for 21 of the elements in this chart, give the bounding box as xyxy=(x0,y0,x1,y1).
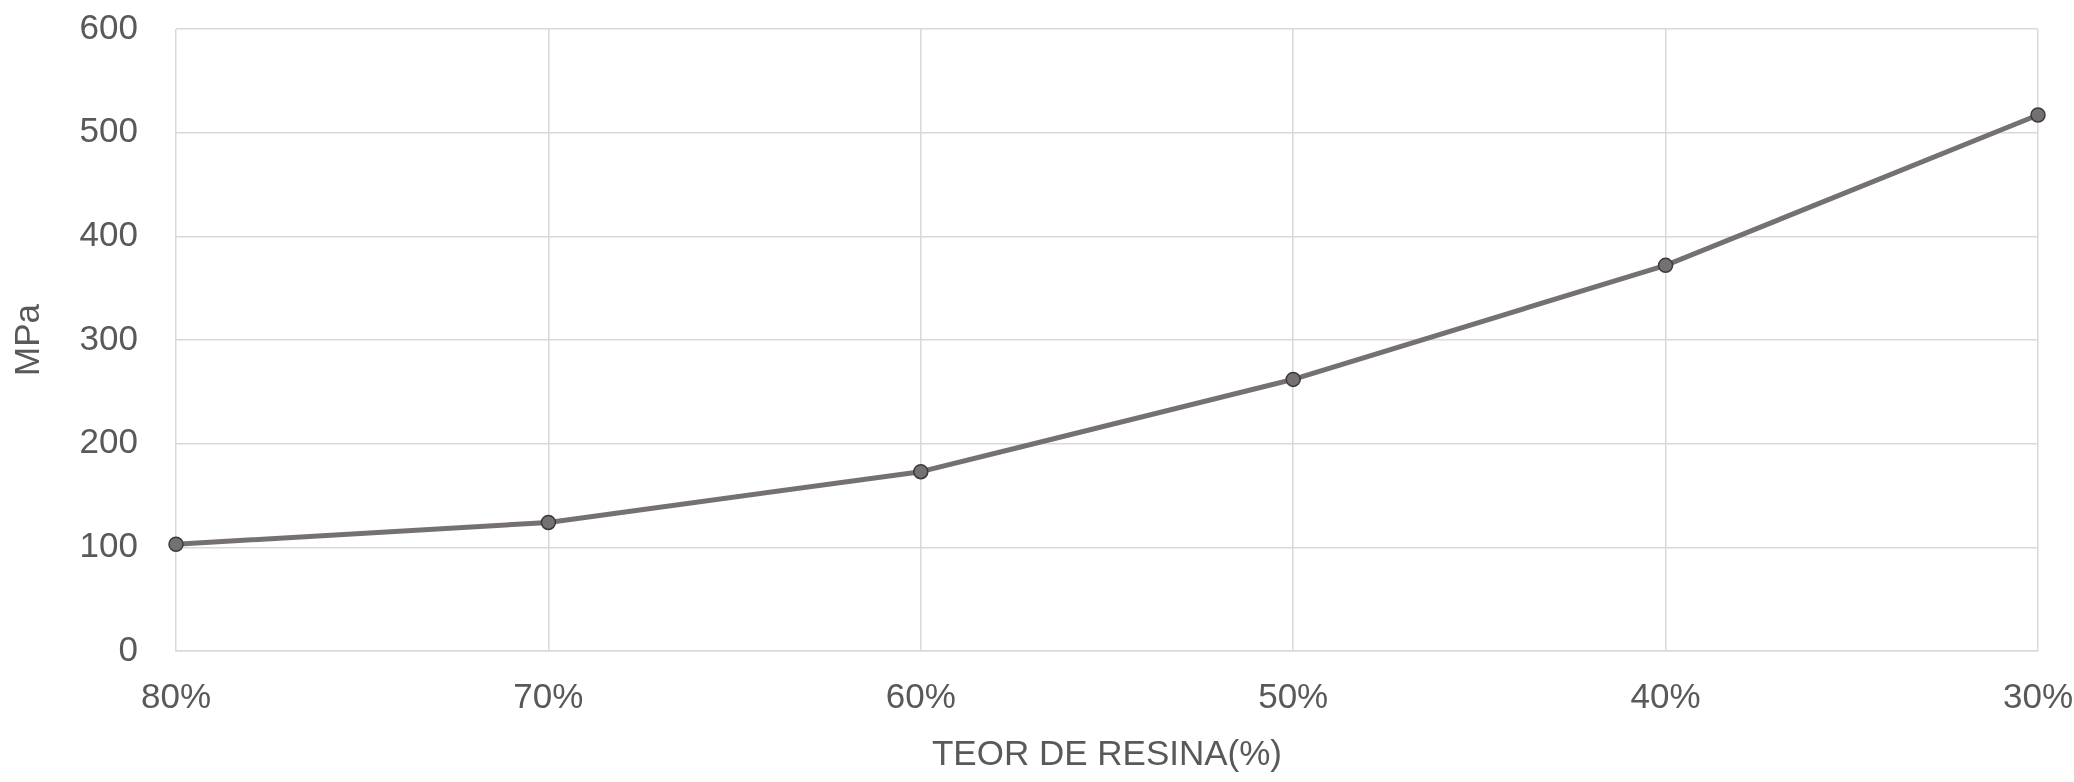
point xyxy=(2030,107,2046,123)
y-tick-label: 100 xyxy=(79,524,138,564)
x-tick-label: 80% xyxy=(140,675,212,715)
point xyxy=(1657,257,1674,274)
x-tick-label: 40% xyxy=(1630,675,1701,715)
y-tick-label: 0 xyxy=(118,628,138,668)
y-tick-label: 600 xyxy=(79,6,138,46)
y-tick-label: 300 xyxy=(79,317,138,357)
point xyxy=(168,536,184,552)
point xyxy=(913,463,929,480)
point xyxy=(1285,371,1301,388)
y-tick-label: 500 xyxy=(79,110,138,150)
x-tick-label: 70% xyxy=(513,675,584,715)
point xyxy=(540,514,557,531)
x-tick-label: 30% xyxy=(2002,675,2074,715)
x-axis-title: TEOR DE RESINA(%) xyxy=(931,732,1283,772)
y-axis-title: MPa xyxy=(6,303,46,376)
y-tick-label: 400 xyxy=(79,213,138,253)
x-tick-label: 50% xyxy=(1258,675,1329,715)
x-tick-label: 60% xyxy=(885,675,956,715)
y-tick-label: 200 xyxy=(79,421,138,461)
